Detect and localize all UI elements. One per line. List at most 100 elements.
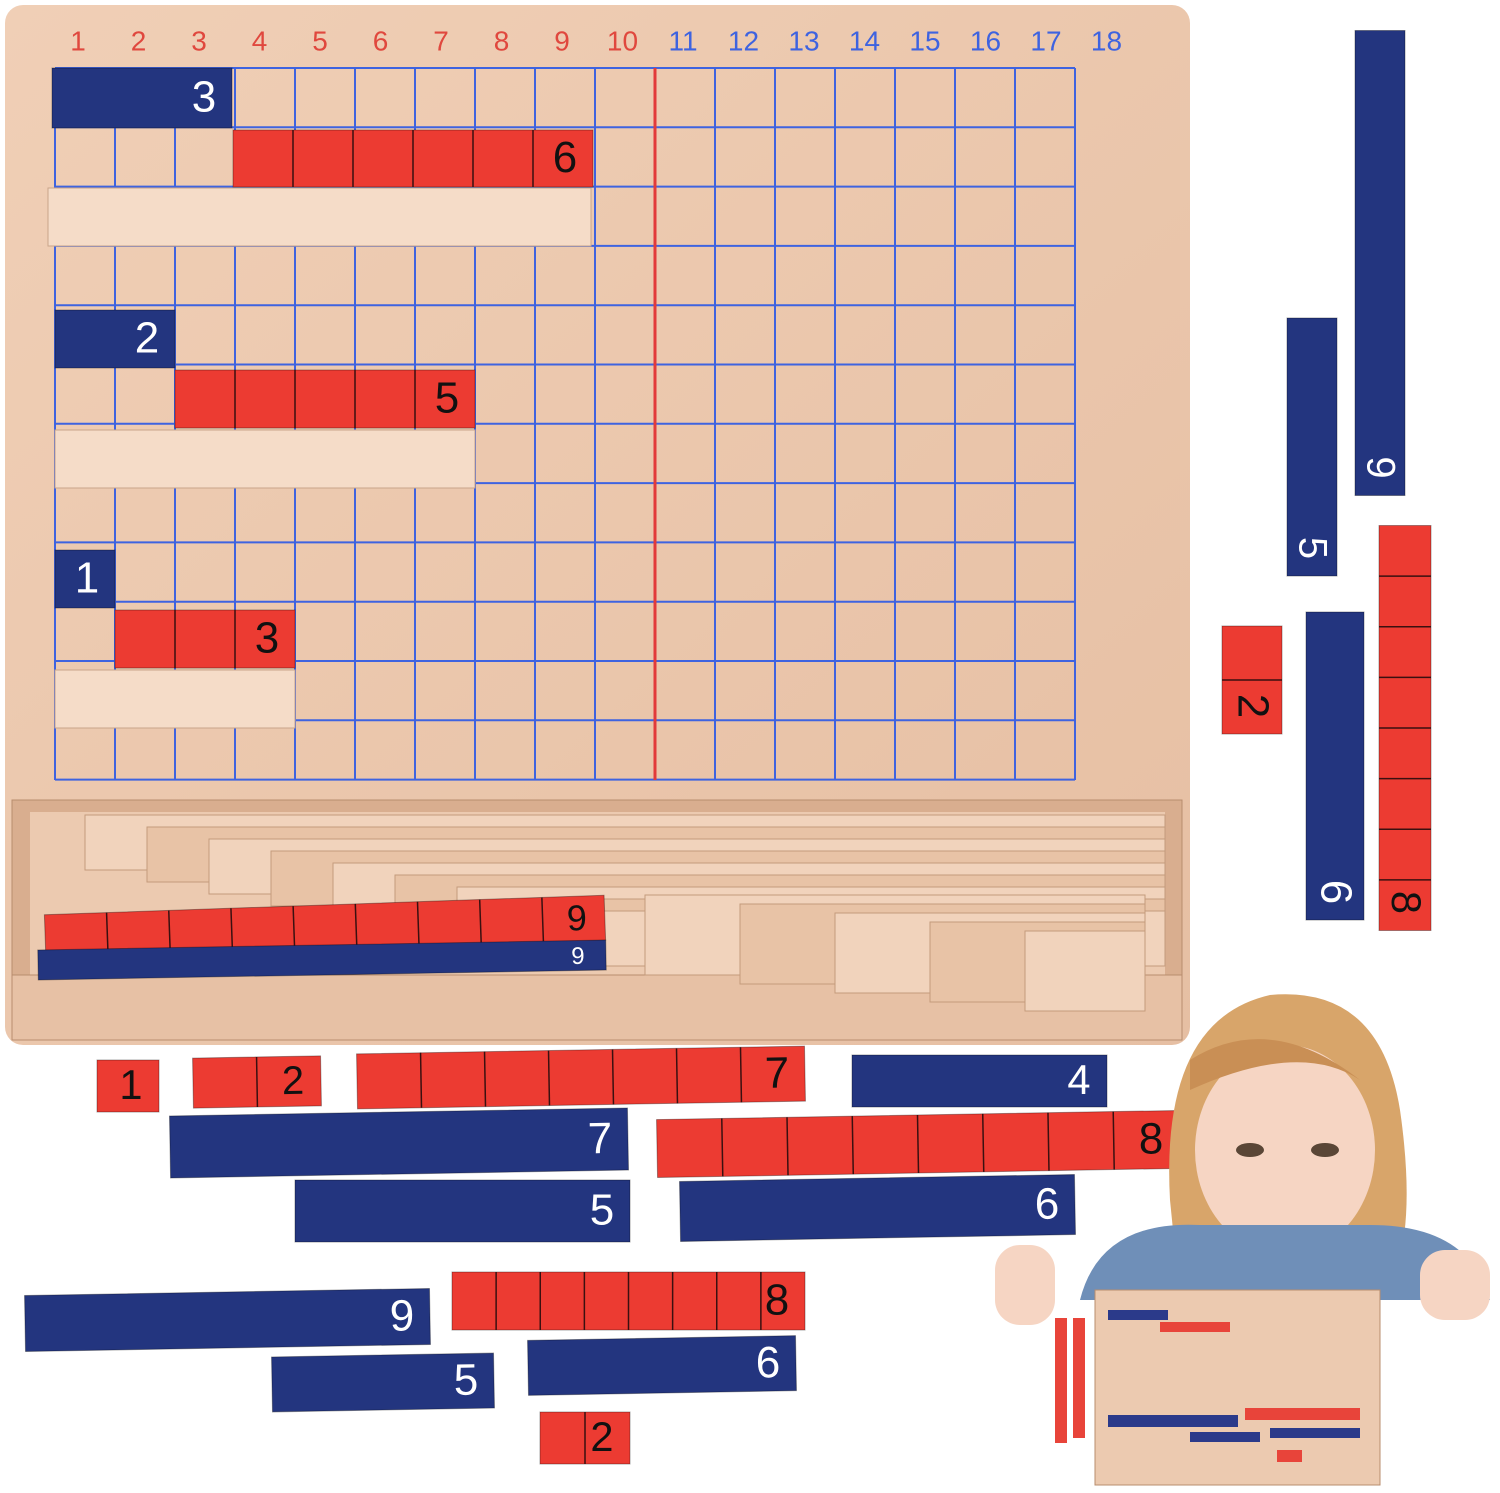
small-strip: [1160, 1322, 1230, 1332]
strip-body: [294, 1179, 631, 1243]
strip-number: 5: [453, 1355, 478, 1404]
number-strip: 2: [1221, 625, 1283, 735]
strip-divider: [721, 1118, 724, 1177]
strip-divider: [547, 1050, 551, 1106]
strip-body: [114, 609, 296, 669]
number-strip: 9: [37, 939, 607, 981]
strip-number: 6: [1311, 880, 1360, 904]
small-board: [1094, 1289, 1381, 1486]
strip-number: 5: [435, 374, 459, 423]
step: [1024, 930, 1146, 1012]
strip-body: [1354, 30, 1406, 496]
strip-divider: [851, 1116, 855, 1175]
strip-body: [356, 1045, 806, 1110]
column-number: 6: [373, 25, 389, 56]
strip-number: 5: [590, 1186, 614, 1235]
number-strip: 5: [294, 1179, 631, 1243]
strip-number: 2: [281, 1059, 304, 1103]
number-strip: 8: [451, 1271, 806, 1331]
number-strip: 6: [678, 1174, 1077, 1242]
small-strip: [1108, 1310, 1168, 1320]
strip-number: 9: [389, 1291, 414, 1340]
strip-number: 6: [755, 1338, 780, 1387]
strip-number: 2: [1228, 694, 1277, 718]
strip-divider: [739, 1047, 743, 1103]
strip-body: [1305, 611, 1365, 921]
strip-divider: [611, 1049, 615, 1105]
strip-number: 2: [135, 314, 159, 363]
strip-divider: [292, 906, 296, 952]
strip-body: [168, 1107, 630, 1179]
strip-divider: [541, 897, 545, 943]
strip-body: [54, 549, 116, 609]
number-strip: 5: [271, 1352, 495, 1413]
column-number: 9: [554, 25, 570, 56]
number-strip: 7: [356, 1045, 806, 1110]
board: [5, 5, 1190, 1045]
child: [995, 994, 1490, 1486]
strip-number: 4: [1067, 1056, 1090, 1103]
strip-divider: [981, 1113, 985, 1172]
strip-number: 5: [1290, 537, 1334, 559]
number-strip: 8: [1378, 525, 1432, 931]
strip-divider: [230, 908, 234, 954]
strip-body: [678, 1174, 1077, 1242]
small-strip: [1108, 1415, 1238, 1427]
number-strip: 8: [656, 1109, 1180, 1179]
strip-number: 9: [1358, 456, 1402, 478]
wood-strip: [47, 187, 592, 247]
column-number: 16: [970, 25, 1001, 56]
small-strip: [1190, 1432, 1260, 1442]
number-strip: 6: [527, 1335, 797, 1396]
column-number: 13: [788, 25, 819, 56]
column-number: 1: [70, 25, 86, 56]
eye: [1236, 1143, 1264, 1157]
strip-divider: [1047, 1112, 1050, 1171]
column-number: 2: [131, 25, 147, 56]
small-strip: [1073, 1318, 1085, 1438]
number-strip: 7: [168, 1107, 630, 1179]
column-number: 14: [849, 25, 880, 56]
small-strip: [1277, 1450, 1302, 1462]
strip-number: 7: [587, 1114, 612, 1163]
wood-strip: [54, 429, 476, 489]
small-strip: [1270, 1428, 1360, 1438]
column-number: 3: [191, 25, 207, 56]
strip-body: [51, 67, 233, 129]
strip-body: [527, 1335, 797, 1396]
strip-number: 1: [75, 554, 99, 603]
strip-number: 3: [255, 614, 279, 663]
number-strip: 6: [232, 129, 594, 188]
strip-number: 8: [765, 1276, 789, 1325]
column-number: 10: [607, 25, 638, 56]
number-strip: 6: [1305, 611, 1365, 921]
eye: [1311, 1143, 1339, 1157]
strip-number: 9: [571, 943, 585, 970]
arm: [995, 1245, 1055, 1325]
strip-divider: [483, 1051, 487, 1107]
column-number: 17: [1030, 25, 1061, 56]
overalls: [1080, 1224, 1490, 1300]
column-number: 12: [728, 25, 759, 56]
strip-divider: [478, 899, 482, 945]
strip-number: 6: [553, 133, 577, 182]
small-strip: [1245, 1408, 1360, 1420]
strip-body: [851, 1054, 1108, 1108]
fringe: [1190, 1039, 1360, 1090]
number-strip: 5: [1286, 317, 1338, 577]
strip-number: 7: [764, 1048, 789, 1097]
strip-body: [174, 369, 476, 429]
strip-body: [24, 1287, 431, 1353]
number-strip: 9: [1354, 30, 1406, 496]
number-strip: 2: [539, 1411, 631, 1465]
strip-number: 2: [590, 1413, 613, 1460]
strip-divider: [675, 1048, 679, 1104]
arm: [1420, 1250, 1490, 1320]
column-number: 11: [668, 25, 697, 56]
strip-number: 8: [1383, 891, 1430, 914]
column-number: 7: [433, 25, 449, 56]
plain-strips: [47, 187, 592, 729]
strip-divider: [1112, 1111, 1115, 1170]
